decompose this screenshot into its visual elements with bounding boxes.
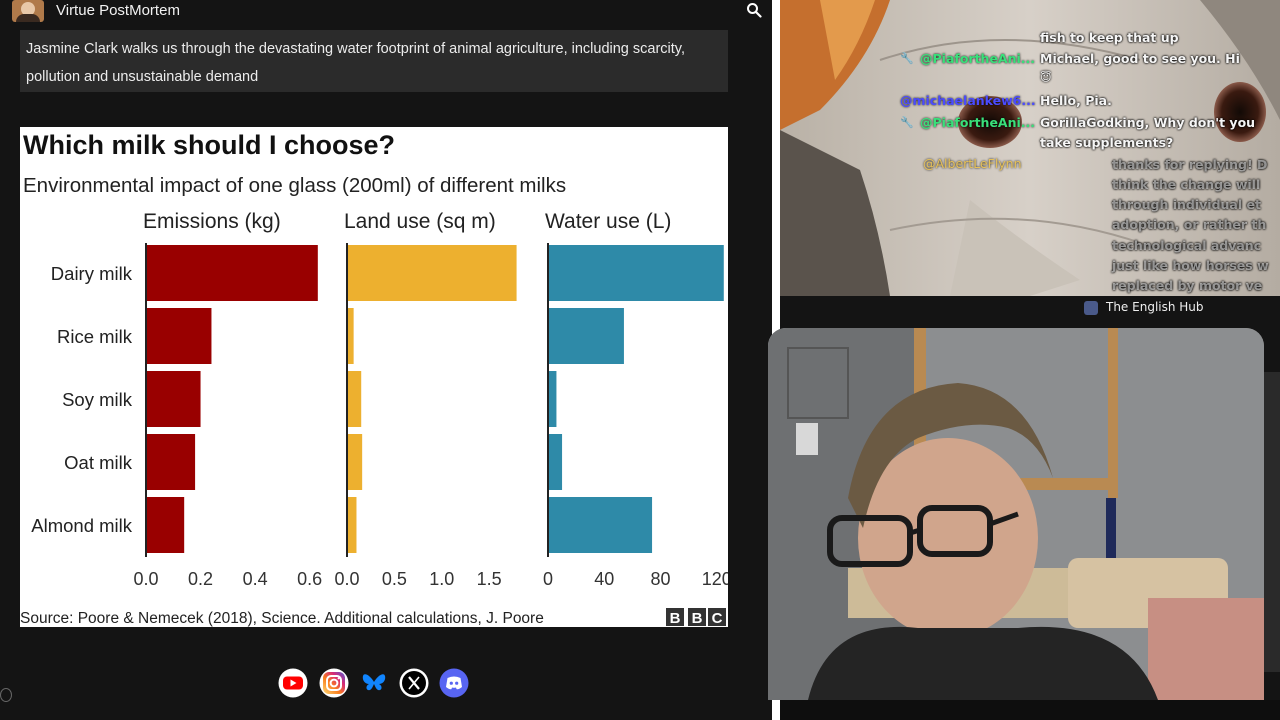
chat-username[interactable]: @michaelankew6... xyxy=(900,93,1036,108)
chart-tick-label: 0 xyxy=(543,569,553,589)
chat-message-faded: thanks for replying! D xyxy=(1112,157,1268,172)
webcam-image xyxy=(768,328,1264,700)
chart-title: Which milk should I choose? xyxy=(23,130,395,160)
chat-message-faded: through individual et xyxy=(1112,197,1261,212)
search-icon[interactable] xyxy=(746,2,762,18)
youtube-icon[interactable] xyxy=(278,668,308,698)
chart-tick-label: 0.5 xyxy=(382,569,407,589)
bbc-logo-block xyxy=(666,608,684,626)
chat-message-text: Hello, Pia. xyxy=(1040,93,1112,108)
bluesky-icon[interactable] xyxy=(359,668,389,698)
chart-bar xyxy=(347,245,517,301)
channel-avatar[interactable] xyxy=(12,0,44,22)
chat-message-text: take supplements? xyxy=(1040,135,1174,150)
chart-bar xyxy=(347,308,354,364)
channel-name[interactable]: Virtue PostMortem xyxy=(56,2,180,19)
avatar-face xyxy=(21,2,35,16)
channel-header: Virtue PostMortem xyxy=(0,0,772,22)
avatar-shoulders xyxy=(16,14,40,22)
chart-bar xyxy=(548,434,563,490)
chart-category-label: Oat milk xyxy=(64,452,133,473)
chart-svg: Which milk should I choose? Environmenta… xyxy=(20,130,732,627)
chart-bar xyxy=(146,371,201,427)
chart-bar xyxy=(146,245,318,301)
chart-source: Source: Poore & Nemecek (2018), Science.… xyxy=(20,610,544,627)
chart-bar xyxy=(548,308,624,364)
chat-message-text: fish to keep that up xyxy=(1040,30,1179,45)
chart-bar xyxy=(548,245,724,301)
chart-panel-title: Land use (sq m) xyxy=(344,210,496,233)
chart-category-label: Soy milk xyxy=(62,389,133,410)
chart-tick-label: 0.0 xyxy=(334,569,359,589)
chart-category-label: Rice milk xyxy=(57,326,133,347)
chart-panel-title: Water use (L) xyxy=(545,210,671,233)
chat-message-faded: technological advanc xyxy=(1112,238,1262,253)
chart-tick-label: 0.2 xyxy=(188,569,213,589)
info-icon[interactable] xyxy=(0,688,12,702)
bottom-strip xyxy=(780,700,1280,720)
video-description: Jasmine Clark walks us through the devas… xyxy=(20,30,728,92)
chart-bar xyxy=(548,497,653,553)
chart-tick-label: 0.6 xyxy=(297,569,322,589)
chart-tick-label: 0.4 xyxy=(243,569,268,589)
milk-chart: Which milk should I choose? Environmenta… xyxy=(20,127,732,627)
webcam-feed xyxy=(768,328,1264,700)
chat-username[interactable]: @PiafortheAni... xyxy=(920,115,1036,130)
chart-tick-label: 80 xyxy=(650,569,670,589)
description-text: Jasmine Clark walks us through the devas… xyxy=(26,41,685,85)
chat-emoji: 😇 xyxy=(1040,71,1052,84)
bbc-logo-block xyxy=(708,608,726,626)
chart-tick-label: 0.0 xyxy=(133,569,158,589)
chart-bar xyxy=(347,371,362,427)
cow-background-image xyxy=(780,0,1280,296)
chart-tick-label: 1.0 xyxy=(429,569,454,589)
chat-message-text: GorillaGodking, Why don't you xyxy=(1040,115,1256,130)
instagram-icon[interactable] xyxy=(319,668,349,698)
hub-logo-icon xyxy=(1084,301,1098,315)
hub-label-bar: The English Hub xyxy=(780,296,1280,320)
chart-bar xyxy=(347,497,357,553)
chat-overlay: fish to keep that up 🔧 @PiafortheAni... … xyxy=(780,0,1280,296)
chart-tick-label: 120 xyxy=(702,569,728,589)
chart-bar xyxy=(146,434,196,490)
chat-username[interactable]: @AlbertLeFlynn xyxy=(923,156,1022,171)
chart-category-label: Almond milk xyxy=(31,515,132,536)
chat-message-faded: just like how horses w xyxy=(1112,258,1269,273)
moderator-wrench-icon: 🔧 xyxy=(900,53,914,65)
hub-name[interactable]: The English Hub xyxy=(1106,300,1204,314)
x-icon[interactable] xyxy=(399,668,429,698)
chart-bar xyxy=(548,371,557,427)
chart-tick-label: 1.5 xyxy=(477,569,502,589)
chart-tick-label: 40 xyxy=(594,569,614,589)
chat-message-faded: think the change will xyxy=(1112,177,1261,192)
bbc-logo-letter: B xyxy=(670,610,681,627)
moderator-wrench-icon: 🔧 xyxy=(900,117,914,129)
side-thumbnail-strip xyxy=(1264,372,1280,672)
chart-bar xyxy=(347,434,363,490)
discord-icon[interactable] xyxy=(439,668,469,698)
chat-message-text: Michael, good to see you. Hi xyxy=(1040,51,1240,66)
chat-message-faded: replaced by motor ve xyxy=(1112,278,1263,293)
chart-subtitle: Environmental impact of one glass (200ml… xyxy=(23,174,566,197)
chat-username[interactable]: @PiafortheAni... xyxy=(920,51,1036,66)
chart-panel-title: Emissions (kg) xyxy=(143,210,281,233)
chart-category-label: Dairy milk xyxy=(51,263,133,284)
video-panel: Virtue PostMortem Jasmine Clark walks us… xyxy=(0,0,772,702)
chat-message-faded: adoption, or rather th xyxy=(1112,217,1267,232)
bbc-logo-block xyxy=(688,608,706,626)
bbc-logo-letter: C xyxy=(712,610,723,627)
bbc-logo-letter: B xyxy=(692,610,703,627)
chart-bar xyxy=(146,308,212,364)
chart-bar xyxy=(146,497,185,553)
